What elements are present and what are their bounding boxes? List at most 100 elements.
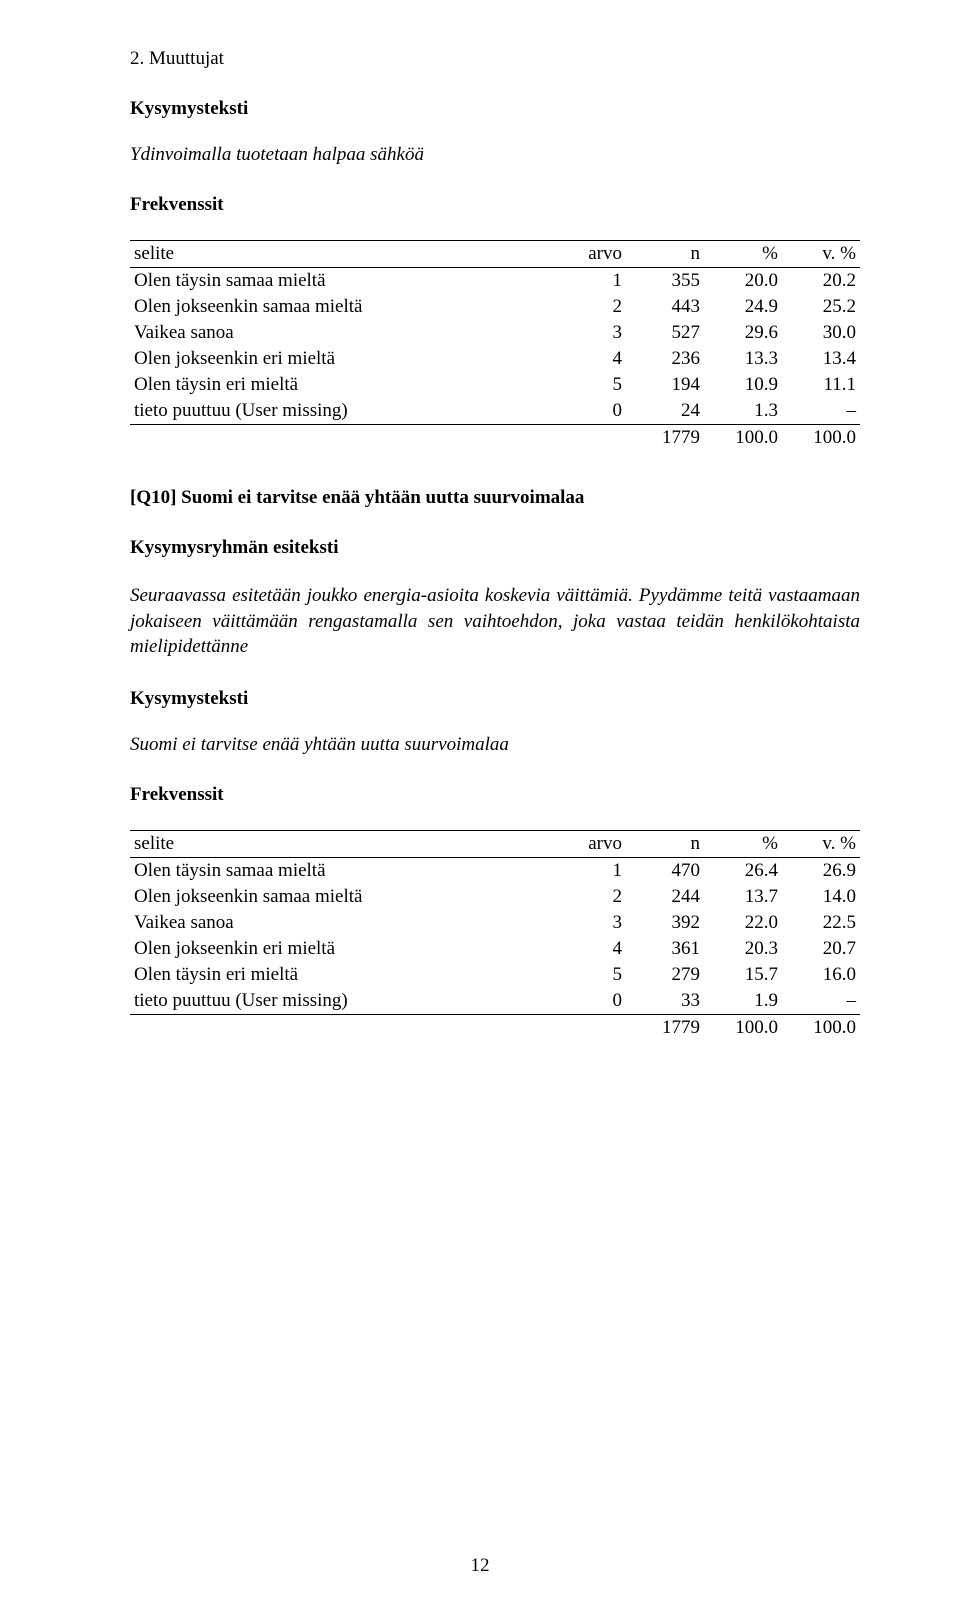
cell-n: 24 (626, 398, 704, 425)
cell-pct: 13.3 (704, 346, 782, 372)
cell-vpct: – (782, 398, 860, 425)
cell-n: 527 (626, 320, 704, 346)
q9-frequency-table: selite arvo n % v. % Olen täysin samaa m… (130, 240, 860, 451)
cell-n: 392 (626, 910, 704, 936)
cell-pct: 22.0 (704, 910, 782, 936)
cell-vpct: 30.0 (782, 320, 860, 346)
cell-n: 443 (626, 294, 704, 320)
cell-n: 361 (626, 936, 704, 962)
col-arvo: arvo (548, 830, 626, 857)
table-header-row: selite arvo n % v. % (130, 241, 860, 268)
cell-arvo: 2 (548, 884, 626, 910)
col-n: n (626, 241, 704, 268)
table-row: tieto puuttuu (User missing) 0 33 1.9 – (130, 988, 860, 1015)
cell-arvo: 5 (548, 962, 626, 988)
cell-arvo: 3 (548, 910, 626, 936)
cell-vpct: 20.2 (782, 268, 860, 295)
col-n: n (626, 830, 704, 857)
cell-n: 194 (626, 372, 704, 398)
q10-heading: [Q10] Suomi ei tarvitse enää yhtään uutt… (130, 487, 860, 509)
kysymysteksti-label-2: Kysymysteksti (130, 688, 860, 710)
cell-total-pct: 100.0 (704, 425, 782, 452)
table-row: Olen jokseenkin eri mieltä 4 236 13.3 13… (130, 346, 860, 372)
col-arvo: arvo (548, 241, 626, 268)
cell-arvo: 3 (548, 320, 626, 346)
cell-selite: tieto puuttuu (User missing) (130, 398, 548, 425)
table-total-row: 1779 100.0 100.0 (130, 1014, 860, 1041)
table-header-row: selite arvo n % v. % (130, 830, 860, 857)
table-row: Vaikea sanoa 3 527 29.6 30.0 (130, 320, 860, 346)
cell-selite: tieto puuttuu (User missing) (130, 988, 548, 1015)
cell-n: 279 (626, 962, 704, 988)
cell-selite: Olen täysin samaa mieltä (130, 268, 548, 295)
document-page: 2. Muuttujat Kysymysteksti Ydinvoimalla … (0, 0, 960, 1605)
cell-pct: 1.3 (704, 398, 782, 425)
cell-arvo: 0 (548, 988, 626, 1015)
kysymysryhman-esiteksti-label: Kysymysryhmän esiteksti (130, 537, 860, 559)
table-row: Olen täysin eri mieltä 5 194 10.9 11.1 (130, 372, 860, 398)
cell-empty (548, 1014, 626, 1041)
table-row: Olen täysin samaa mieltä 1 355 20.0 20.2 (130, 268, 860, 295)
table-row: Vaikea sanoa 3 392 22.0 22.5 (130, 910, 860, 936)
cell-total-n: 1779 (626, 425, 704, 452)
cell-selite: Olen täysin eri mieltä (130, 372, 548, 398)
frekvenssit-label-2: Frekvenssit (130, 784, 860, 806)
cell-vpct: 25.2 (782, 294, 860, 320)
cell-total-vpct: 100.0 (782, 1014, 860, 1041)
q10-esiteksti-text: Seuraavassa esitetään joukko energia-asi… (130, 585, 860, 657)
cell-arvo: 1 (548, 857, 626, 884)
cell-arvo: 4 (548, 936, 626, 962)
cell-pct: 13.7 (704, 884, 782, 910)
cell-vpct: 13.4 (782, 346, 860, 372)
cell-vpct: 14.0 (782, 884, 860, 910)
cell-selite: Olen jokseenkin eri mieltä (130, 346, 548, 372)
col-vpct: v. % (782, 241, 860, 268)
cell-vpct: – (782, 988, 860, 1015)
cell-vpct: 20.7 (782, 936, 860, 962)
page-number: 12 (0, 1555, 960, 1577)
col-pct: % (704, 830, 782, 857)
cell-selite: Olen täysin samaa mieltä (130, 857, 548, 884)
cell-selite: Vaikea sanoa (130, 910, 548, 936)
section-header: 2. Muuttujat (130, 48, 860, 70)
table-row: Olen jokseenkin samaa mieltä 2 244 13.7 … (130, 884, 860, 910)
cell-arvo: 2 (548, 294, 626, 320)
cell-total-vpct: 100.0 (782, 425, 860, 452)
q10-esiteksti: Seuraavassa esitetään joukko energia-asi… (130, 583, 860, 660)
kysymysteksti-label: Kysymysteksti (130, 98, 860, 120)
cell-arvo: 5 (548, 372, 626, 398)
col-pct: % (704, 241, 782, 268)
cell-selite: Olen täysin eri mieltä (130, 962, 548, 988)
table-row: Olen täysin samaa mieltä 1 470 26.4 26.9 (130, 857, 860, 884)
table-row: Olen jokseenkin eri mieltä 4 361 20.3 20… (130, 936, 860, 962)
cell-empty (130, 425, 548, 452)
q10-question-text: Suomi ei tarvitse enää yhtään uutta suur… (130, 734, 860, 756)
q9-question-text: Ydinvoimalla tuotetaan halpaa sähköä (130, 144, 860, 166)
table-row: Olen jokseenkin samaa mieltä 2 443 24.9 … (130, 294, 860, 320)
cell-pct: 26.4 (704, 857, 782, 884)
cell-pct: 20.3 (704, 936, 782, 962)
table-total-row: 1779 100.0 100.0 (130, 425, 860, 452)
frekvenssit-label: Frekvenssit (130, 194, 860, 216)
cell-n: 236 (626, 346, 704, 372)
cell-selite: Olen jokseenkin samaa mieltä (130, 884, 548, 910)
cell-selite: Olen jokseenkin samaa mieltä (130, 294, 548, 320)
cell-empty (548, 425, 626, 452)
col-selite: selite (130, 830, 548, 857)
cell-arvo: 4 (548, 346, 626, 372)
cell-selite: Vaikea sanoa (130, 320, 548, 346)
col-vpct: v. % (782, 830, 860, 857)
cell-vpct: 26.9 (782, 857, 860, 884)
table-row: tieto puuttuu (User missing) 0 24 1.3 – (130, 398, 860, 425)
col-selite: selite (130, 241, 548, 268)
cell-selite: Olen jokseenkin eri mieltä (130, 936, 548, 962)
cell-pct: 20.0 (704, 268, 782, 295)
cell-n: 33 (626, 988, 704, 1015)
cell-n: 244 (626, 884, 704, 910)
q10-frequency-table: selite arvo n % v. % Olen täysin samaa m… (130, 830, 860, 1041)
cell-empty (130, 1014, 548, 1041)
cell-total-pct: 100.0 (704, 1014, 782, 1041)
cell-n: 355 (626, 268, 704, 295)
cell-pct: 1.9 (704, 988, 782, 1015)
cell-pct: 29.6 (704, 320, 782, 346)
